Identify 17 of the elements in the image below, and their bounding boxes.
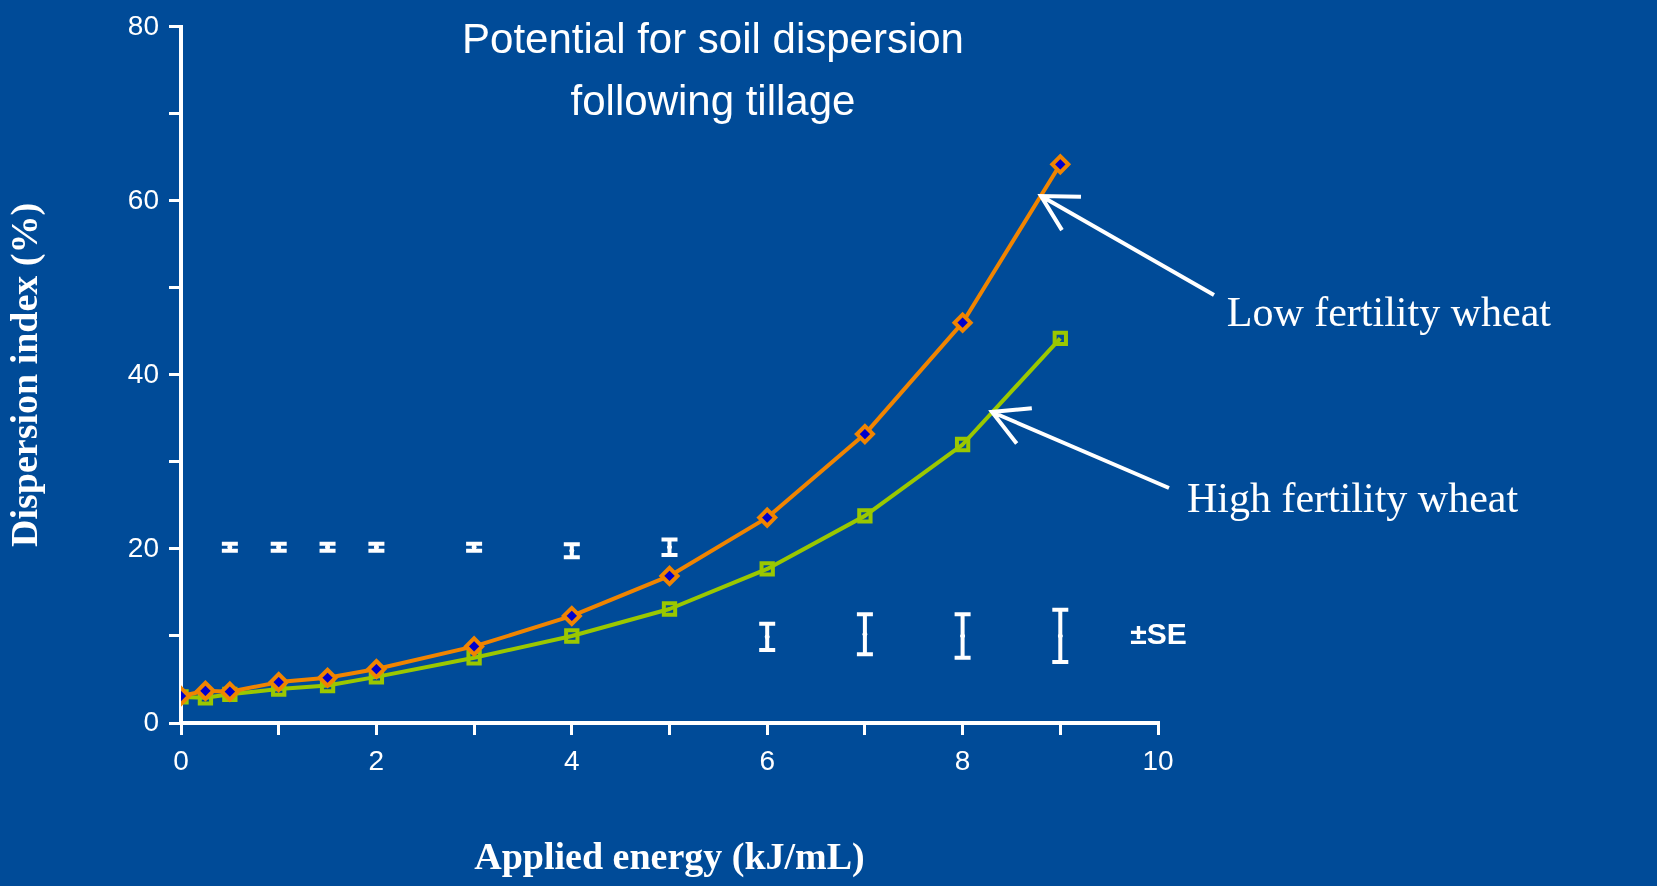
text: Potential for soil dispersion following tillage <box>461 14 965 126</box>
x-tick-label: 8 <box>954 744 971 776</box>
x-tick-label: 6 <box>759 744 775 776</box>
y-axis-title: Dispersion index (%) <box>2 202 46 547</box>
text: ±SE <box>1130 617 1187 651</box>
x-tick-label: 0 <box>173 744 189 776</box>
annotation: Low fertility wheat <box>1226 287 1551 337</box>
annotation: High fertility wheat <box>1186 474 1519 524</box>
x-tick-label: 2 <box>368 744 385 776</box>
x-tick-label: 4 <box>564 744 580 776</box>
y-tick-label: 40 <box>127 357 159 389</box>
y-tick-label: 80 <box>127 9 159 41</box>
x-tick-label: 10 <box>1142 744 1174 776</box>
x-axis-title: Applied energy (kJ/mL) <box>474 835 865 879</box>
y-tick-label: 60 <box>127 183 159 215</box>
y-tick-label: 0 <box>143 705 159 737</box>
y-tick-label: 20 <box>127 531 159 563</box>
